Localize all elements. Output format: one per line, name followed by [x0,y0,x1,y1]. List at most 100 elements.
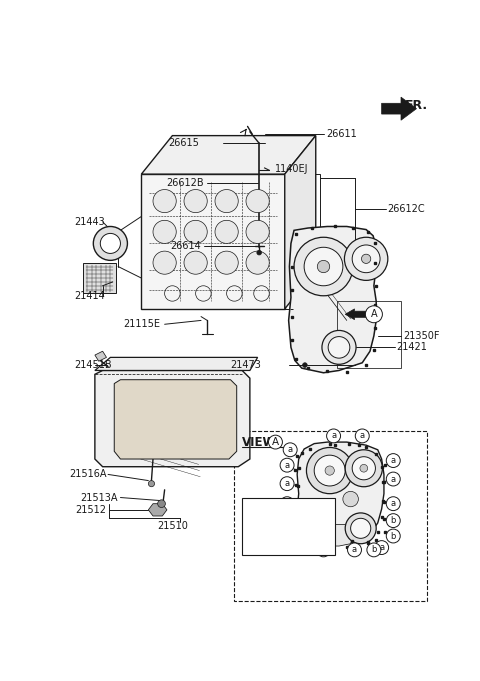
Circle shape [257,539,269,552]
Text: 21473: 21473 [230,360,262,370]
Circle shape [317,260,330,272]
Circle shape [215,189,238,212]
Text: b: b [288,513,293,523]
Text: PNC: PNC [299,503,320,511]
Circle shape [215,251,238,274]
Circle shape [157,500,166,507]
Circle shape [184,189,207,212]
Text: 21421: 21421 [396,343,427,352]
Circle shape [352,245,380,272]
Text: a: a [352,545,357,554]
Circle shape [153,189,176,212]
Text: 21451B: 21451B [74,360,111,370]
Circle shape [283,443,297,457]
Circle shape [386,496,400,511]
Text: A: A [272,437,279,447]
Text: 26612C: 26612C [387,204,425,214]
Text: 21350F: 21350F [403,331,440,340]
Polygon shape [95,370,250,466]
Circle shape [375,541,389,554]
Text: 26612B: 26612B [167,178,204,189]
Circle shape [246,221,269,243]
Circle shape [350,518,371,538]
Circle shape [326,429,340,443]
Text: A: A [371,309,377,319]
Circle shape [302,363,307,367]
Polygon shape [302,524,353,546]
Polygon shape [288,227,376,373]
Polygon shape [142,136,316,174]
Circle shape [343,492,359,507]
FancyBboxPatch shape [234,431,427,601]
Circle shape [215,221,238,243]
Circle shape [184,251,207,274]
Circle shape [280,496,294,511]
Text: 21443: 21443 [74,217,105,227]
Text: 1140GD: 1140GD [291,522,328,530]
Circle shape [280,477,294,490]
Circle shape [257,251,262,255]
Circle shape [246,251,269,274]
Circle shape [325,466,335,475]
Circle shape [153,251,176,274]
Circle shape [314,455,345,486]
Text: 21513A: 21513A [81,492,118,503]
Text: 21510: 21510 [157,521,188,531]
Circle shape [268,435,282,449]
Circle shape [348,543,361,557]
Text: a: a [288,538,293,547]
Circle shape [283,535,297,549]
Polygon shape [95,351,107,361]
Polygon shape [297,442,384,546]
Polygon shape [285,136,316,309]
Text: 21414: 21414 [74,291,105,301]
Circle shape [355,429,369,443]
Circle shape [257,520,269,532]
Text: b: b [371,545,377,554]
Circle shape [386,513,400,528]
Circle shape [100,234,120,253]
Circle shape [283,511,297,525]
Circle shape [360,464,368,472]
Text: a: a [391,499,396,508]
Circle shape [352,457,375,480]
Circle shape [365,306,383,323]
Circle shape [316,543,330,557]
Text: a: a [285,479,289,488]
Text: 26611: 26611 [326,129,357,139]
Text: FR.: FR. [405,99,428,112]
Circle shape [280,458,294,472]
Circle shape [294,237,353,296]
Text: VIEW: VIEW [242,436,276,449]
Circle shape [345,237,388,281]
Circle shape [148,481,155,487]
Text: 26614: 26614 [170,240,201,251]
Text: 21115E: 21115E [124,319,161,330]
Text: 1140EJ: 1140EJ [276,163,309,174]
Text: a: a [261,522,265,530]
Text: b: b [260,541,266,550]
Text: a: a [391,456,396,465]
Circle shape [153,221,176,243]
Text: 1140ER: 1140ER [292,541,327,550]
Polygon shape [148,504,167,516]
Bar [258,174,320,236]
Circle shape [328,336,350,358]
Text: b: b [321,545,326,554]
Text: a: a [288,445,293,454]
Circle shape [361,254,371,264]
Polygon shape [382,97,417,121]
Circle shape [345,449,383,487]
Text: a: a [285,460,289,470]
Text: a: a [285,499,289,508]
Circle shape [386,472,400,486]
Text: b: b [391,531,396,541]
Text: 21512: 21512 [75,505,107,515]
Circle shape [306,447,353,494]
Text: a: a [360,432,365,441]
Text: a: a [331,432,336,441]
Circle shape [93,227,127,260]
Text: a: a [391,475,396,484]
Circle shape [322,330,356,364]
Circle shape [386,529,400,543]
